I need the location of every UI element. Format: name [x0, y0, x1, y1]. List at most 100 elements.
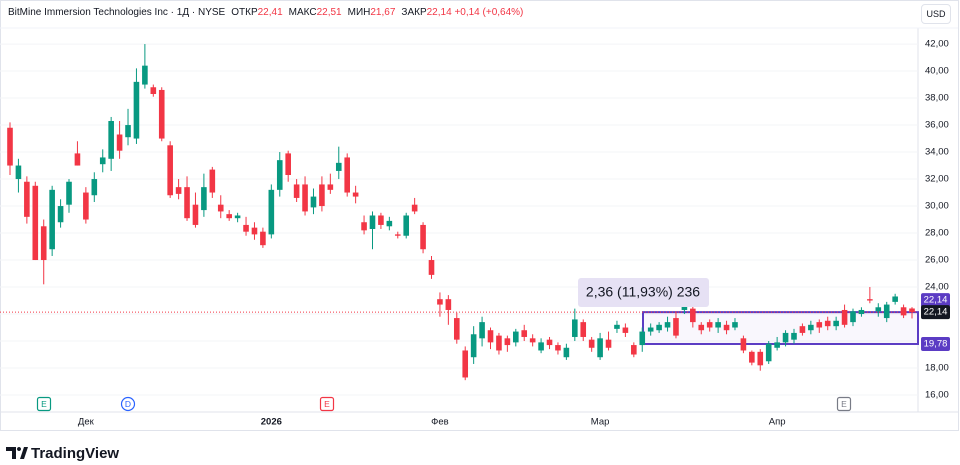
candle-body [327, 184, 334, 190]
candle-body [352, 192, 359, 197]
brand-logo: TradingView [6, 445, 119, 462]
candle-body [302, 184, 308, 212]
candle-body [791, 332, 797, 340]
candle-body [369, 215, 376, 229]
candle-body [723, 324, 730, 331]
ohlc: ОТКР22,41 МАКС22,51 МИН21,67 ЗАКР22,14 [225, 7, 451, 18]
candle-body [133, 81, 140, 139]
ohlc-value: 22,51 [316, 7, 342, 18]
candle-body [841, 309, 848, 325]
candle-body [335, 162, 342, 171]
candle-body [184, 187, 190, 219]
candle-body [386, 220, 393, 227]
candle-body [24, 181, 30, 217]
candle-body [529, 338, 536, 343]
candle-body [833, 320, 839, 327]
candle-body [605, 339, 612, 348]
x-tick-label: Дек [78, 417, 95, 428]
y-tick-label: 26,00 [925, 255, 949, 266]
candle-body [251, 227, 258, 235]
y-tick-label: 16,00 [925, 390, 949, 401]
brand-name: TradingView [31, 445, 119, 462]
candle-body [411, 204, 418, 212]
candle-body [765, 343, 772, 362]
candle-body [664, 322, 671, 328]
candle-body [116, 134, 123, 151]
candle-body [142, 65, 148, 85]
event-label: E [41, 399, 47, 409]
candle-body [858, 309, 865, 315]
plot-border [0, 0, 959, 431]
x-tick-label: 2026 [261, 417, 282, 428]
candle-body [49, 189, 55, 250]
candle-body [597, 338, 603, 358]
candle-body [631, 345, 637, 355]
candle-body [74, 153, 81, 166]
candle-body [546, 339, 553, 346]
last-price-label-box [921, 305, 950, 320]
candle-body [504, 338, 511, 346]
candle-body [799, 326, 806, 333]
candle-body [909, 308, 915, 313]
candle-body [437, 299, 443, 305]
candle-body [260, 231, 266, 246]
ohlc-label: МИН [347, 7, 371, 18]
candle-body [57, 206, 64, 223]
y-tick-label: 28,00 [925, 228, 949, 239]
candle-body [175, 187, 182, 194]
candle-body [816, 322, 823, 328]
event-label: D [125, 399, 131, 409]
x-tick-label: Апр [769, 417, 786, 428]
candle-body [403, 215, 410, 236]
candle-body [740, 338, 747, 351]
event-marker [319, 396, 335, 412]
candle-body [226, 214, 232, 219]
candle-body [66, 181, 72, 205]
y-tick-label: 18,00 [925, 363, 949, 374]
candle-body [690, 308, 696, 323]
candle-body [867, 299, 873, 301]
candle-body [344, 157, 350, 193]
candle-body [125, 125, 131, 138]
candle-body [749, 351, 755, 363]
currency-button[interactable]: USD [921, 4, 951, 24]
candle-body [757, 351, 764, 366]
candle-body [673, 318, 679, 336]
candle-body [706, 322, 713, 328]
candle-body [243, 224, 249, 232]
candle-body [614, 324, 620, 329]
y-tick-label: 42,00 [925, 39, 949, 50]
y-tick-label: 38,00 [925, 93, 949, 104]
range-box [642, 311, 919, 345]
y-tick-label: 40,00 [925, 66, 949, 77]
candle-body [234, 215, 241, 219]
candle-body [496, 335, 502, 351]
ohlc-value: 22,14 [426, 7, 452, 18]
candle-body [276, 160, 283, 190]
candle-body [900, 307, 907, 316]
candle-body [293, 184, 300, 198]
candle-body [420, 224, 426, 250]
candle-body [445, 299, 452, 310]
candle-body [158, 89, 165, 139]
candle-body [209, 169, 216, 193]
candle-body [479, 322, 485, 339]
ohlc-label: ОТКР [231, 7, 258, 18]
candle-body [850, 311, 856, 323]
candle-body [91, 179, 98, 196]
event-label: E [841, 399, 847, 409]
candle-body [892, 296, 898, 302]
candle-body [875, 307, 882, 312]
range-top-label-box [921, 293, 950, 308]
candle-body [428, 260, 435, 275]
header: BitMine Immersion Technologies Inc · 1Д … [8, 7, 523, 18]
candle-body [538, 342, 544, 351]
candle-body [99, 157, 106, 165]
candle-body [217, 204, 224, 212]
candle-body [622, 327, 629, 333]
candle-body [588, 339, 595, 348]
candle-body [883, 304, 890, 319]
event-marker [120, 396, 136, 412]
